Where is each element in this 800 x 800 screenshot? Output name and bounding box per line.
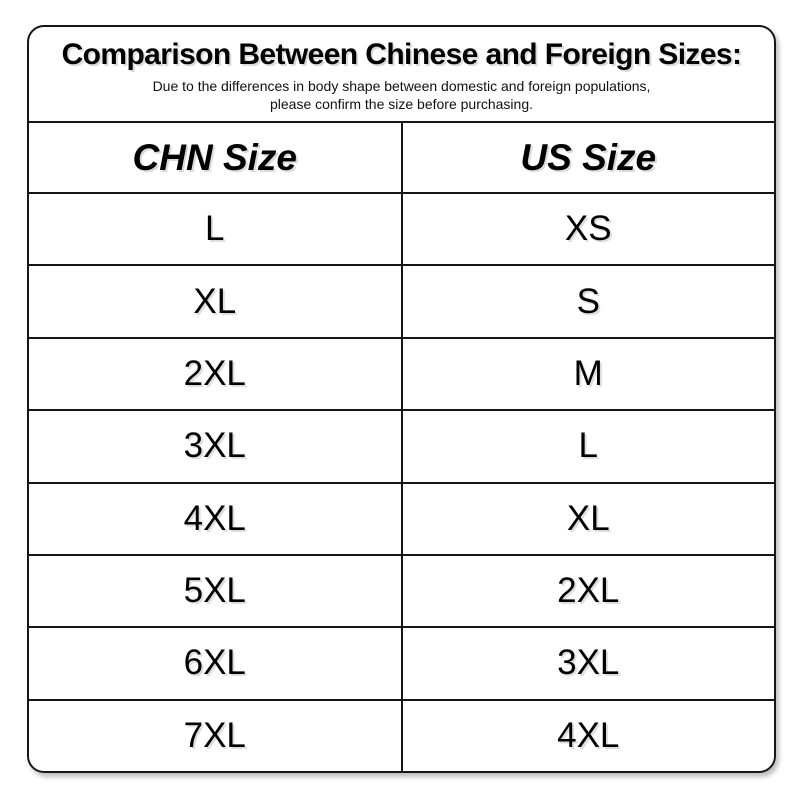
table-row: 7XL 4XL <box>29 698 774 771</box>
us-size-cell: L <box>578 426 598 466</box>
us-size-cell: XL <box>566 498 610 538</box>
chn-size-cell: 2XL <box>29 338 403 410</box>
size-chart-card: Comparison Between Chinese and Foreign S… <box>27 25 776 773</box>
table-body: L XS XL S 2XL M 3XL L 4XL XL 5XL 2XL 6XL 3XL 7XL 4XL <box>29 192 774 771</box>
column-header-us-size: US Size <box>520 136 657 178</box>
chn-size-cell: L <box>29 194 403 265</box>
chn-size-cell: 5XL <box>29 555 403 627</box>
subtitle: Due to the differences in body shape bet… <box>153 77 651 113</box>
table-row: 4XL XL <box>29 481 774 554</box>
chn-size-cell: XL <box>29 266 403 337</box>
subtitle-line-2: please confirm the size before purchasin… <box>269 95 534 112</box>
page-title: Comparison Between Chinese and Foreign S… <box>61 37 742 71</box>
card-header: Comparison Between Chinese and Foreign S… <box>29 27 774 121</box>
table-row: 3XL L <box>29 409 774 482</box>
table-row: 6XL 3XL <box>29 626 774 699</box>
size-comparison-table: CHN Size US Size L XS XL S 2XL M 3XL L 4XL XL 5XL 2… <box>29 121 774 771</box>
chn-size-cell: 4XL <box>29 483 403 554</box>
table-row: XL S <box>29 264 774 337</box>
table-row: 5XL 2XL <box>29 553 774 627</box>
chn-size-cell: 6XL <box>29 628 403 699</box>
table-row: 2XL M <box>29 336 774 410</box>
chn-size-cell: 7XL <box>29 700 403 771</box>
chn-size-cell: 3XL <box>29 411 403 482</box>
us-size-cell: 3XL <box>557 643 620 683</box>
us-size-cell: 4XL <box>557 715 620 755</box>
subtitle-line-1: Due to the differences in body shape bet… <box>152 77 651 94</box>
us-size-cell: M <box>573 353 603 393</box>
table-row: L XS <box>29 192 774 265</box>
table-header-row: CHN Size US Size <box>29 121 774 192</box>
us-size-cell: S <box>576 281 600 321</box>
us-size-cell: XS <box>564 209 612 249</box>
column-header-chn-size: CHN Size <box>29 123 403 192</box>
us-size-cell: 2XL <box>557 571 620 611</box>
